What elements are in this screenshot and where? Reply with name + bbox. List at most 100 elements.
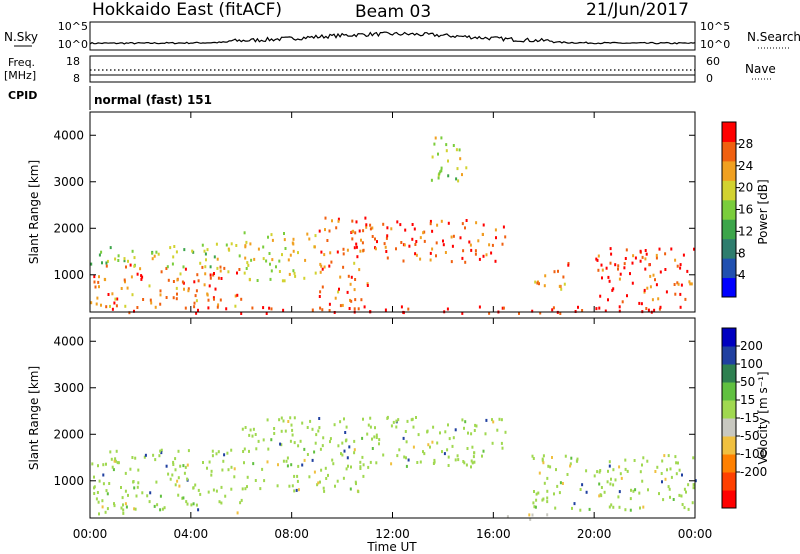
- velocity-echo-cell: [564, 454, 567, 458]
- velocity-echo-cell: [159, 449, 162, 453]
- velocity-echo-cell: [369, 460, 372, 464]
- power-echo-cell: [100, 250, 103, 254]
- power-echo-cell: [385, 250, 388, 253]
- velocity-echo-cell: [427, 443, 430, 447]
- freq-unit: [MHz]: [4, 69, 36, 82]
- power-echo-cell: [551, 308, 554, 312]
- power-echo-cell: [461, 173, 463, 177]
- velocity-echo-cell: [573, 502, 576, 506]
- velocity-echo-cell: [313, 470, 316, 474]
- velocity-echo-cell: [296, 479, 299, 483]
- power-echo-cell: [169, 246, 172, 250]
- power-echo-cell: [664, 268, 667, 271]
- velocity-echo-cell: [672, 498, 675, 501]
- velocity-echo-cell: [600, 494, 603, 498]
- power-echo-cell: [632, 254, 635, 258]
- velocity-echo-cell: [129, 467, 132, 471]
- velocity-echo-cell: [571, 506, 573, 510]
- power-echo-cell: [684, 297, 687, 301]
- power-echo-cell: [195, 299, 198, 303]
- velocity-echo-cell: [97, 464, 99, 468]
- velocity-echo-cell: [669, 467, 672, 471]
- velocity-echo-cell: [555, 468, 557, 472]
- velocity-echo-cell: [174, 457, 177, 461]
- power-echo-cell: [376, 240, 378, 244]
- power-echo-cell: [501, 306, 504, 310]
- power-echo-cell: [166, 265, 169, 269]
- power-colorbar-swatch: [722, 258, 736, 279]
- velocity-echo-cell: [678, 468, 681, 472]
- power-echo-cell: [281, 279, 284, 283]
- power-echo-cell: [598, 306, 601, 310]
- power-echo-cell: [123, 259, 126, 263]
- power-echo-cell: [645, 307, 648, 310]
- power-echo-cell: [278, 270, 281, 273]
- power-echo-cell: [90, 262, 93, 266]
- power-echo-cell: [366, 282, 369, 286]
- velocity-echo-cell: [461, 418, 464, 422]
- power-echo-cell: [148, 284, 151, 288]
- power-echo-cell: [336, 250, 339, 254]
- velocity-echo-cell: [463, 426, 465, 430]
- power-echo-cell: [271, 258, 274, 262]
- power-echo-cell: [98, 285, 100, 289]
- power-colorbar-swatch: [722, 219, 736, 240]
- power-echo-cell: [664, 252, 667, 256]
- power-echo-cell: [439, 170, 442, 174]
- power-echo-cell: [342, 252, 345, 256]
- power-echo-cell: [659, 305, 662, 309]
- power-echo-field: [90, 136, 695, 315]
- velocity-echo-cell: [289, 416, 292, 420]
- velocity-echo-cell: [546, 513, 549, 517]
- power-echo-cell: [601, 276, 603, 280]
- velocity-echo-cell: [311, 427, 314, 431]
- power-echo-cell: [468, 240, 471, 244]
- velocity-echo-cell: [484, 432, 487, 436]
- power-echo-cell: [543, 284, 546, 288]
- power-echo-cell: [334, 296, 337, 300]
- power-echo-cell: [335, 226, 338, 230]
- power-echo-cell: [452, 234, 455, 238]
- power-echo-cell: [464, 226, 466, 230]
- velocity-echo-cell: [600, 486, 603, 489]
- velocity-echo-cell: [546, 489, 549, 493]
- power-echo-cell: [159, 302, 162, 306]
- power-echo-cell: [319, 290, 322, 294]
- power-echo-cell: [365, 225, 368, 229]
- velocity-echo-cell: [254, 433, 257, 436]
- power-echo-cell: [105, 264, 108, 268]
- y-tick-label: 1000: [53, 474, 84, 488]
- velocity-echo-cell: [106, 492, 109, 496]
- power-echo-cell: [328, 229, 331, 233]
- velocity-echo-cell: [444, 430, 447, 434]
- power-echo-cell: [265, 312, 268, 315]
- power-echo-cell: [209, 265, 212, 269]
- power-echo-cell: [109, 304, 111, 308]
- velocity-echo-cell: [367, 423, 370, 427]
- velocity-echo-cell: [291, 428, 294, 432]
- power-echo-cell: [179, 272, 182, 276]
- power-echo-cell: [596, 258, 599, 262]
- power-echo-cell: [608, 279, 611, 283]
- power-echo-cell: [605, 266, 608, 270]
- velocity-echo-cell: [106, 507, 109, 511]
- velocity-echo-cell: [246, 475, 249, 479]
- power-echo-cell: [204, 272, 207, 276]
- velocity-echo-cell: [311, 458, 314, 462]
- power-echo-cell: [429, 251, 432, 255]
- freq-tick-top: 18: [66, 55, 80, 68]
- velocity-echo-cell: [197, 488, 200, 492]
- velocity-echo-cell: [629, 508, 632, 512]
- velocity-echo-cell: [556, 484, 559, 488]
- velocity-echo-cell: [492, 420, 495, 424]
- velocity-echo-cell: [218, 500, 221, 504]
- velocity-echo-cell: [172, 460, 175, 464]
- velocity-echo-cell: [680, 494, 683, 498]
- power-echo-cell: [250, 258, 253, 262]
- power-echo-cell: [436, 223, 439, 227]
- power-echo-cell: [384, 245, 387, 249]
- velocity-echo-cell: [257, 439, 260, 443]
- velocity-colorbar-label: Velocity [m s⁻¹]: [756, 371, 770, 464]
- velocity-echo-cell: [639, 470, 642, 474]
- power-echo-cell: [151, 257, 154, 261]
